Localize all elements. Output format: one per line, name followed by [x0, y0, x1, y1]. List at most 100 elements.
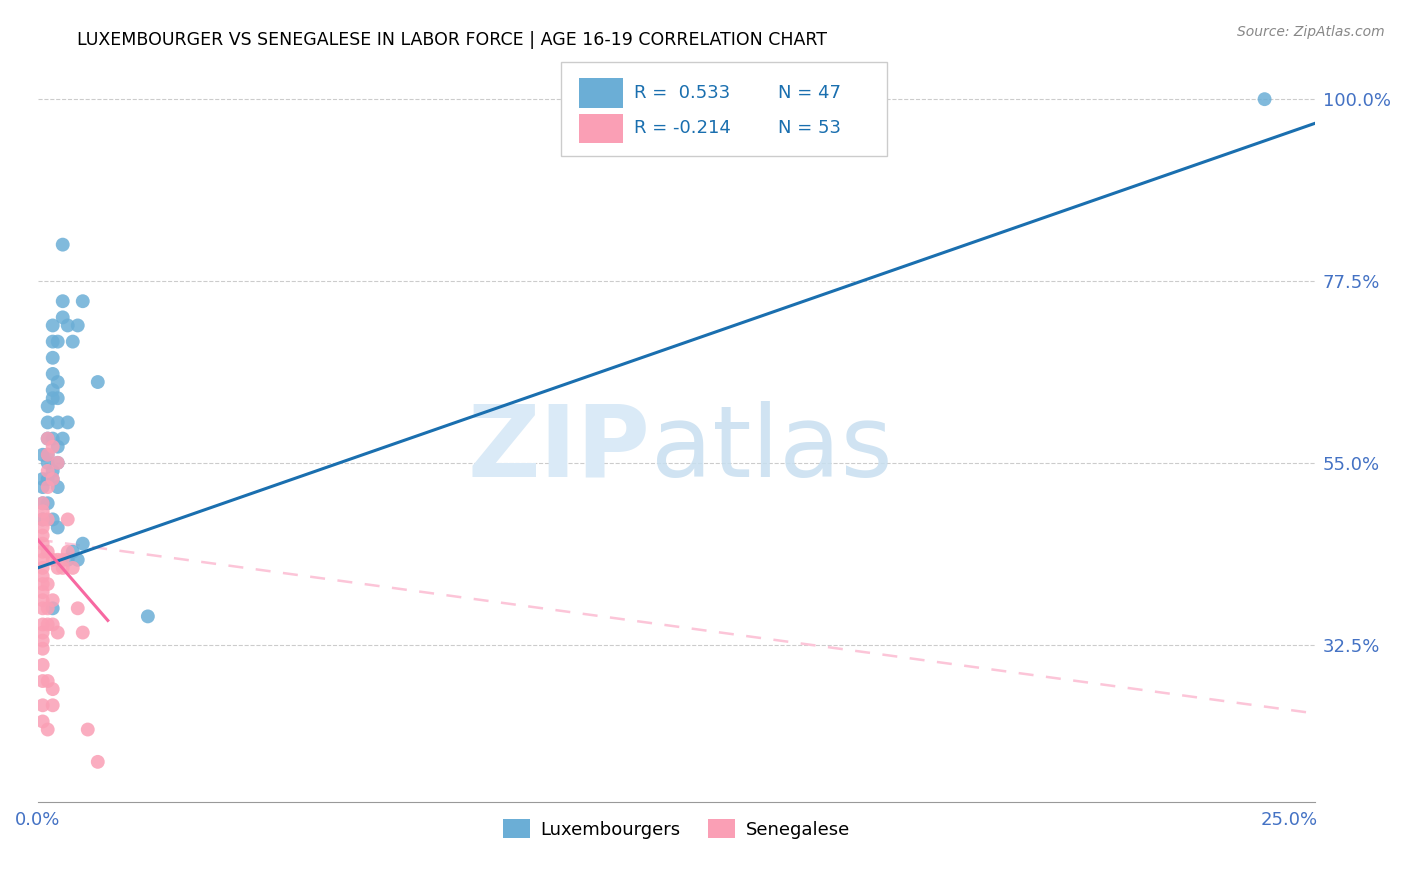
Point [56, 416, 79, 430]
Point [31, 657, 53, 672]
Point [46, 334, 69, 349]
Point [66, 601, 89, 615]
Point [31, 520, 53, 534]
Point [46, 625, 69, 640]
Point [31, 561, 53, 575]
Point [41, 472, 63, 486]
Point [46, 520, 69, 534]
Point [31, 496, 53, 510]
Point [31, 512, 53, 526]
Point [46, 480, 69, 494]
FancyBboxPatch shape [579, 78, 623, 108]
Point [56, 553, 79, 567]
Point [56, 318, 79, 333]
Text: N = 53: N = 53 [779, 120, 841, 137]
Point [46, 456, 69, 470]
Text: R =  0.533: R = 0.533 [634, 84, 730, 102]
Point [31, 545, 53, 559]
Point [56, 512, 79, 526]
Point [31, 593, 53, 607]
Point [46, 391, 69, 405]
Point [41, 464, 63, 478]
Point [41, 593, 63, 607]
Point [62, 561, 84, 575]
Point [46, 561, 69, 575]
Point [41, 318, 63, 333]
Point [31, 480, 53, 494]
Point [37, 723, 59, 737]
Point [136, 609, 159, 624]
Point [31, 472, 53, 486]
Point [41, 553, 63, 567]
Point [41, 440, 63, 454]
Point [87, 755, 110, 769]
Point [31, 633, 53, 648]
Point [31, 617, 53, 632]
Point [31, 585, 53, 599]
Point [72, 294, 94, 309]
Point [31, 569, 53, 583]
FancyBboxPatch shape [561, 62, 887, 156]
Point [31, 577, 53, 591]
Point [37, 399, 59, 413]
Legend: Luxembourgers, Senegalese: Luxembourgers, Senegalese [495, 812, 858, 846]
Point [37, 448, 59, 462]
Point [62, 545, 84, 559]
Point [52, 310, 75, 325]
Point [31, 625, 53, 640]
Point [41, 351, 63, 365]
Point [52, 553, 75, 567]
Point [52, 294, 75, 309]
Point [31, 714, 53, 729]
Point [31, 553, 53, 567]
Text: R = -0.214: R = -0.214 [634, 120, 731, 137]
Point [41, 512, 63, 526]
Point [31, 674, 53, 689]
Point [52, 237, 75, 252]
Point [41, 698, 63, 713]
Point [41, 432, 63, 446]
Point [1253, 92, 1275, 106]
Point [72, 625, 94, 640]
Point [37, 480, 59, 494]
Point [66, 318, 89, 333]
Point [41, 601, 63, 615]
Point [37, 432, 59, 446]
Point [46, 456, 69, 470]
Point [37, 432, 59, 446]
Point [37, 448, 59, 462]
Point [37, 601, 59, 615]
Point [46, 375, 69, 389]
Point [31, 641, 53, 656]
Point [37, 456, 59, 470]
Point [87, 375, 110, 389]
Point [31, 504, 53, 518]
Point [31, 601, 53, 615]
Point [72, 536, 94, 550]
Point [41, 383, 63, 397]
Point [37, 416, 59, 430]
Text: N = 47: N = 47 [779, 84, 841, 102]
Point [52, 561, 75, 575]
Point [66, 553, 89, 567]
Point [41, 391, 63, 405]
Point [76, 723, 98, 737]
Point [46, 440, 69, 454]
Point [37, 512, 59, 526]
Point [46, 416, 69, 430]
FancyBboxPatch shape [579, 114, 623, 143]
Point [31, 528, 53, 542]
Point [52, 432, 75, 446]
Point [31, 512, 53, 526]
Point [37, 545, 59, 559]
Point [31, 536, 53, 550]
Point [37, 464, 59, 478]
Point [41, 334, 63, 349]
Point [37, 472, 59, 486]
Point [41, 682, 63, 697]
Point [41, 472, 63, 486]
Point [37, 674, 59, 689]
Text: atlas: atlas [651, 401, 893, 498]
Point [31, 496, 53, 510]
Point [37, 617, 59, 632]
